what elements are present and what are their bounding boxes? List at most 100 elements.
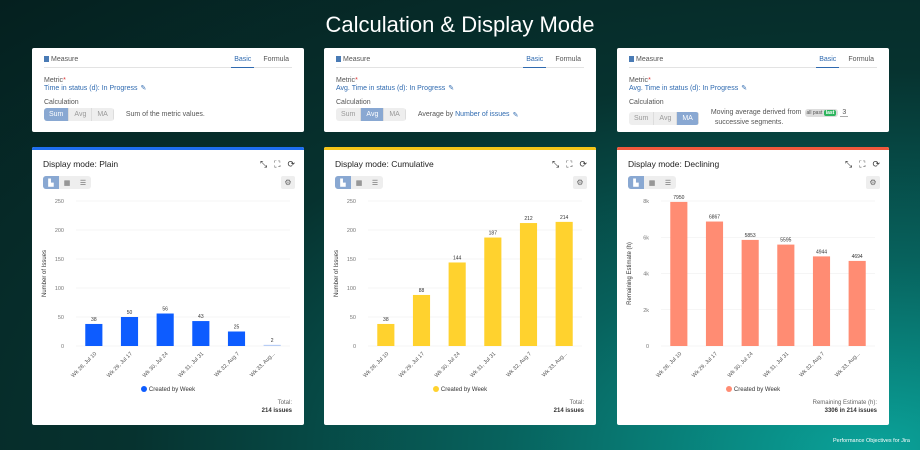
calc-option-avg[interactable]: Avg (654, 111, 678, 125)
bar (412, 294, 431, 346)
x-tick-label: Wk 30, Jul 24 (142, 351, 170, 379)
chart-panel: Display mode: Declining ⤡ ⛶ ⟳ ▙ ▦ ☰ ⚙ 0 2k 4k 6k… (617, 147, 889, 425)
x-tick-label: Wk 33, Aug... (249, 351, 277, 379)
data-label: 88 (419, 288, 425, 294)
metric-value-link[interactable]: Avg. Time in status (d): In Progress (629, 85, 739, 92)
y-tick-label: 0 (646, 344, 649, 350)
calculation-selector[interactable]: Sum Avg MA (44, 108, 114, 121)
y-tick-label: 200 (347, 228, 356, 234)
calc-option-sum[interactable]: Sum (336, 108, 362, 121)
table-view-icon[interactable]: ▦ (648, 179, 656, 187)
measure-panel: Measure Basic Formula Metric* Avg. Time i… (617, 48, 889, 132)
calc-option-sum[interactable]: Sum (629, 111, 655, 125)
x-tick-label: Wk 29, Jul 17 (398, 351, 426, 379)
chart-view-icon[interactable]: ▙ (43, 176, 59, 189)
data-label: 212 (524, 216, 533, 222)
chart-view-icon[interactable]: ▙ (335, 176, 351, 189)
calc-option-sum[interactable]: Sum (44, 108, 70, 121)
legend-dot-icon (140, 386, 147, 392)
list-view-icon[interactable]: ☰ (79, 179, 87, 187)
fullscreen-icon[interactable]: ⛶ (566, 159, 573, 169)
refresh-icon[interactable]: ⟳ (579, 159, 587, 169)
credit: Performance Objectives for Jira (832, 438, 910, 444)
data-label: 2 (271, 338, 274, 344)
collapse-icon[interactable]: ⤡ (551, 159, 560, 169)
legend[interactable]: Created by Week (32, 386, 304, 393)
ma-toggle[interactable]: all past last (804, 109, 839, 117)
tab-basic[interactable]: Basic (816, 56, 840, 68)
gear-icon[interactable]: ⚙ (281, 176, 295, 189)
metric-value-link[interactable]: Avg. Time in status (d): In Progress (336, 85, 446, 92)
table-view-icon[interactable]: ▦ (63, 179, 71, 187)
x-tick-label: Wk 29, Jul 17 (106, 351, 134, 379)
tab-formula[interactable]: Formula (263, 56, 289, 63)
metric-value-link[interactable]: Time in status (d): In Progress (44, 85, 138, 92)
calc-option-ma[interactable]: MA (384, 108, 406, 121)
collapse-icon[interactable]: ⤡ (844, 159, 853, 169)
data-label: 4694 (852, 254, 863, 260)
y-tick-label: 250 (55, 199, 64, 205)
gear-icon[interactable]: ⚙ (573, 176, 587, 189)
bar (227, 331, 246, 346)
chart-view-icon[interactable]: ▙ (628, 176, 644, 189)
tab-formula[interactable]: Formula (848, 56, 874, 63)
toggle-all-past[interactable]: all past (806, 110, 823, 116)
measure-panel: Measure Basic Formula Metric* Avg. Time i… (324, 48, 596, 132)
measure-header: Measure (636, 56, 664, 63)
chart-panel: Display mode: Cumulative ⤡ ⛶ ⟳ ▙ ▦ ☰ ⚙ 0 50 100… (324, 147, 596, 425)
list-view-icon[interactable]: ☰ (664, 179, 672, 187)
x-tick-label: Wk 28, Jul 10 (655, 351, 683, 379)
tab-formula[interactable]: Formula (555, 56, 581, 63)
chart-panel: Display mode: Plain ⤡ ⛶ ⟳ ▙ ▦ ☰ ⚙ 0 50 100 150 20… (32, 147, 304, 425)
calculation-selector[interactable]: Sum Avg MA (629, 111, 699, 125)
fullscreen-icon[interactable]: ⛶ (274, 159, 281, 169)
average-by-link[interactable]: Number of issues (455, 111, 510, 118)
x-tick-label: Wk 31, Jul 31 (469, 351, 497, 379)
data-label: 144 (453, 255, 462, 261)
y-axis-label: Remaining Estimate (h) (627, 242, 633, 305)
tab-basic[interactable]: Basic (523, 56, 547, 68)
bar (263, 344, 281, 346)
y-tick-label: 100 (347, 286, 356, 292)
table-view-icon[interactable]: ▦ (355, 179, 363, 187)
calc-option-avg[interactable]: Avg (69, 108, 93, 121)
bar (448, 262, 466, 346)
bar (85, 323, 103, 346)
legend-label: Created by Week (440, 387, 488, 393)
gear-icon[interactable]: ⚙ (866, 176, 880, 189)
fullscreen-icon[interactable]: ⛶ (859, 159, 866, 169)
toggle-last[interactable]: last (823, 110, 837, 116)
bar (484, 237, 502, 346)
refresh-icon[interactable]: ⟳ (287, 159, 295, 169)
x-tick-label: Wk 29, Jul 17 (691, 351, 719, 379)
collapse-icon[interactable]: ⤡ (259, 159, 268, 169)
edit-icon[interactable]: ✎ (512, 111, 519, 119)
calc-option-ma[interactable]: MA (677, 111, 699, 125)
calculator-icon (629, 56, 634, 62)
legend[interactable]: Created by Week (324, 386, 596, 393)
data-label: 5595 (780, 238, 791, 244)
legend-dot-icon (725, 386, 732, 392)
tab-basic[interactable]: Basic (231, 56, 255, 68)
calc-option-ma[interactable]: MA (92, 108, 114, 121)
footer-label: Total: (569, 400, 584, 406)
bar (192, 321, 210, 346)
bar (156, 313, 174, 346)
metric-label: Metric (44, 77, 64, 84)
segments-input[interactable]: 3 (840, 109, 849, 117)
edit-icon[interactable]: ✎ (140, 85, 147, 92)
legend[interactable]: Created by Week (617, 386, 889, 393)
calculation-selector[interactable]: Sum Avg MA (336, 108, 406, 121)
footer-value: 214 issues (553, 408, 584, 414)
bar (705, 221, 724, 346)
calc-option-avg[interactable]: Avg (361, 108, 385, 121)
refresh-icon[interactable]: ⟳ (872, 159, 880, 169)
edit-icon[interactable]: ✎ (448, 85, 455, 92)
bar (555, 221, 573, 346)
accent-bar (617, 147, 889, 150)
list-view-icon[interactable]: ☰ (371, 179, 379, 187)
y-tick-label: 8k (643, 199, 649, 205)
edit-icon[interactable]: ✎ (741, 85, 748, 92)
